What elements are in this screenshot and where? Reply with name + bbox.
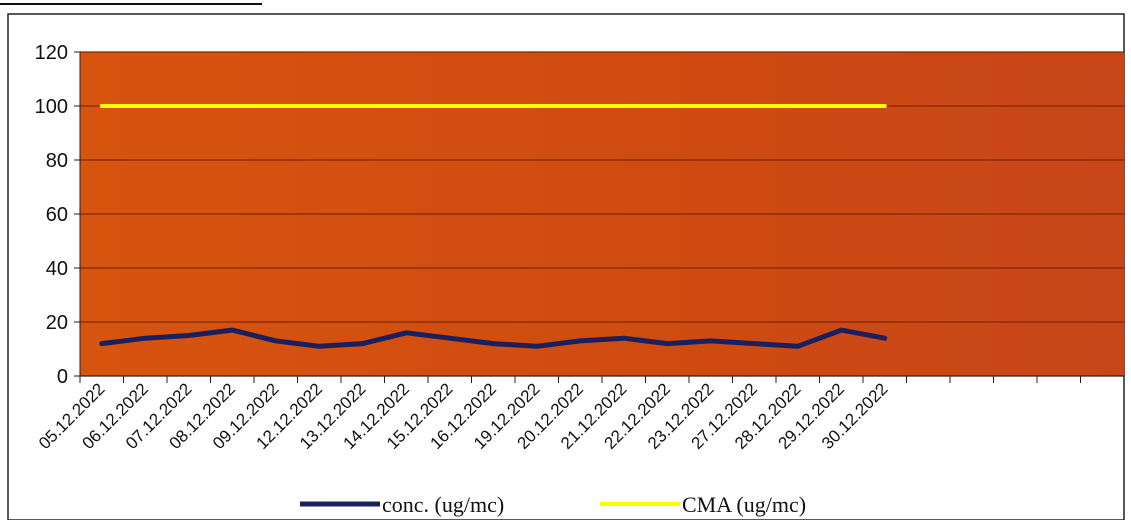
y-tick-label: 100	[35, 96, 68, 118]
y-tick-label: 40	[46, 258, 68, 280]
series-lines	[99, 104, 888, 349]
y-tick-label: 0	[57, 366, 68, 388]
y-tick-label: 60	[46, 204, 68, 226]
legend-label: CMA (ug/mc)	[682, 492, 806, 517]
legend-label: conc. (ug/mc)	[382, 492, 504, 517]
y-tick-label: 20	[46, 312, 68, 334]
y-tick-label: 120	[35, 42, 68, 64]
y-axis: 0 20 40 60 80 100 120	[35, 42, 81, 388]
y-tick-label: 80	[46, 150, 68, 172]
conc-series-line	[99, 327, 888, 349]
legend: conc. (ug/mc) CMA (ug/mc)	[300, 492, 806, 517]
